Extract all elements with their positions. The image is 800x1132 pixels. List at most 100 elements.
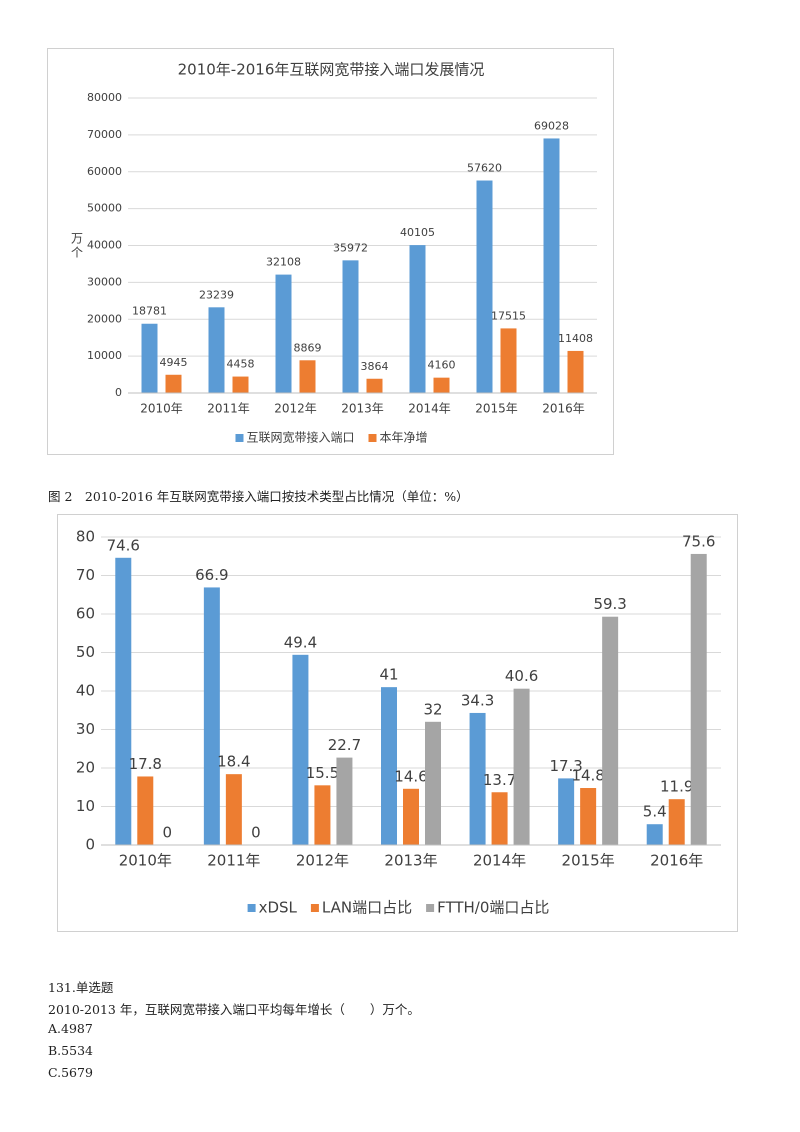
y-tick-label: 20 [76, 759, 95, 777]
data-label: 18.4 [217, 753, 250, 771]
y-tick-label: 70000 [87, 128, 122, 141]
data-label: 15.5 [306, 764, 339, 782]
legend-swatch [310, 904, 319, 912]
bar [381, 687, 397, 845]
data-label: 4945 [160, 356, 188, 369]
bar [314, 785, 331, 845]
x-tick-label: 2016年 [650, 852, 703, 870]
bar [141, 323, 158, 393]
y-tick-label: 10000 [87, 349, 122, 362]
legend-label: xDSL [259, 899, 298, 917]
data-label: 23239 [199, 288, 234, 301]
x-tick-label: 2012年 [274, 402, 317, 416]
y-tick-label: 0 [115, 386, 122, 399]
legend-label: 本年净增 [380, 431, 428, 445]
y-tick-label: 30 [76, 720, 95, 738]
data-label: 74.6 [107, 536, 140, 554]
y-tick-label: 10 [76, 797, 95, 815]
bar [558, 778, 575, 845]
x-tick-label: 2013年 [341, 402, 384, 416]
x-tick-label: 2011年 [207, 852, 260, 870]
bar [580, 788, 597, 845]
bar [292, 654, 309, 845]
x-tick-label: 2015年 [562, 852, 615, 870]
data-label: 0 [251, 824, 261, 842]
data-label: 18781 [132, 305, 167, 318]
data-label: 49.4 [284, 633, 317, 651]
data-label: 11.9 [660, 778, 693, 796]
y-tick-label: 80 [76, 528, 95, 546]
data-label: 4160 [428, 359, 456, 372]
bar [208, 307, 225, 393]
data-label: 40105 [400, 226, 435, 239]
bar [137, 776, 154, 845]
x-tick-label: 2012年 [296, 852, 349, 870]
data-label: 13.7 [483, 771, 516, 789]
bar [336, 757, 353, 845]
bar [342, 260, 359, 393]
x-tick-label: 2016年 [542, 402, 585, 416]
y-tick-label: 80000 [87, 91, 122, 104]
bar [602, 616, 619, 845]
data-label: 17.3 [549, 757, 582, 775]
option: C.5679 [48, 1065, 93, 1080]
y-tick-label: 40 [76, 682, 95, 700]
caption: 图 2 2010-2016 年互联网宽带接入端口按技术类型占比情况（单位：%） [48, 489, 469, 504]
bar [543, 138, 560, 393]
x-tick-label: 2011年 [207, 402, 250, 416]
bar [469, 712, 486, 845]
legend-label: 互联网宽带接入端口 [246, 430, 354, 445]
x-tick-label: 2014年 [408, 402, 451, 416]
data-label: 22.7 [328, 736, 361, 754]
question-stem: 2010-2013 年，互联网宽带接入端口平均每年增长（ ）万个。 [48, 1002, 420, 1017]
bar [366, 378, 383, 393]
data-label: 4458 [227, 358, 255, 371]
y-tick-label: 30000 [87, 275, 122, 288]
data-label: 11408 [558, 332, 593, 345]
question-number: 131.单选题 [48, 980, 114, 995]
data-label: 17515 [491, 309, 526, 322]
data-label: 35972 [333, 241, 368, 254]
data-label: 32 [423, 700, 442, 718]
chart: 2010年-2016年互联网宽带接入端口发展情况 万个 0 10000 20000 3… [47, 48, 614, 455]
data-label: 5.4 [643, 803, 667, 821]
data-label: 41 [379, 666, 398, 684]
bar [491, 792, 508, 845]
bar [668, 799, 685, 845]
legend: xDSL LAN端口占比 FTTH/0端口占比 [247, 899, 549, 917]
y-tick-label: 60 [76, 605, 95, 623]
bar [690, 553, 707, 845]
legend-swatch [368, 434, 377, 442]
y-tick-label: 20000 [87, 312, 122, 325]
x-tick-label: 2010年 [140, 402, 183, 416]
bar [225, 774, 242, 845]
bar [646, 824, 663, 845]
y-tick-label: 50000 [87, 202, 122, 215]
data-label: 32108 [266, 256, 301, 269]
x-tick-label: 2010年 [119, 852, 172, 870]
y-tick-label: 0 [85, 836, 95, 854]
bar [425, 721, 441, 845]
y-tick-label: 70 [76, 566, 95, 584]
bar [299, 360, 316, 393]
y-axis-label: 万个 [70, 232, 84, 260]
bar [500, 328, 517, 393]
chart: 0 10 20 30 40 50 60 70 80 2010年 74.6 17.8 0 2011年 66.9… [57, 514, 738, 932]
data-label: 14.8 [571, 767, 604, 785]
data-label: 17.8 [129, 755, 162, 773]
option: B.5534 [48, 1043, 93, 1058]
data-label: 8869 [294, 341, 322, 354]
y-tick-label: 50 [76, 643, 95, 661]
data-label: 69028 [534, 119, 569, 132]
data-label: 59.3 [593, 595, 626, 613]
data-label: 75.6 [682, 532, 715, 550]
legend-swatch [235, 434, 244, 442]
bar [409, 245, 426, 393]
legend-label: LAN端口占比 [322, 899, 412, 917]
legend-swatch [426, 904, 435, 912]
y-tick-label: 60000 [87, 165, 122, 178]
x-tick-label: 2013年 [384, 852, 437, 870]
bar [433, 377, 450, 393]
bar [203, 587, 220, 845]
